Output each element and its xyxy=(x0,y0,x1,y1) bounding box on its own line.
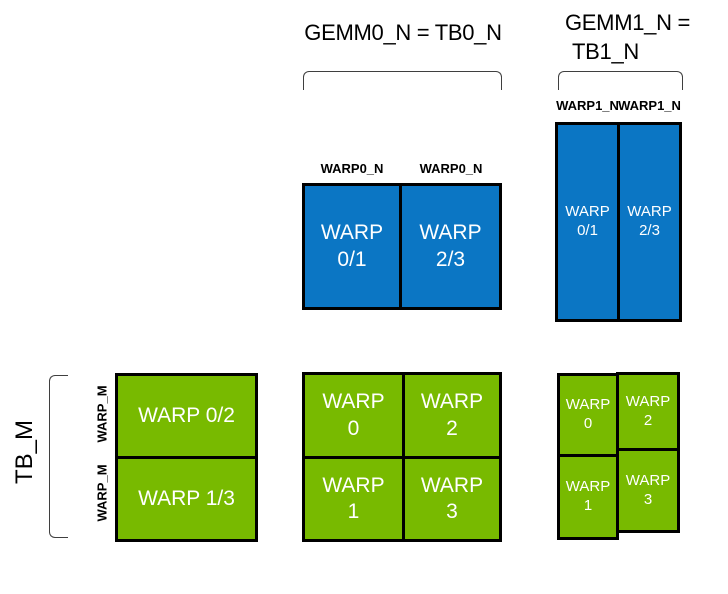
cell-gemm0-c-warp3: WARP 3 xyxy=(402,456,502,542)
gemm1-n-title-line1: GEMM1_N = xyxy=(565,10,691,35)
cell-text-line: 0 xyxy=(347,416,360,440)
cell-gemm1-c-warp0: WARP 0 xyxy=(557,373,619,457)
cell-text-line: WARP xyxy=(565,478,611,496)
cell-text-line: WARP xyxy=(322,473,385,497)
warp-m-label: WARP_M xyxy=(94,385,110,443)
cell-text-line: WARP xyxy=(320,221,384,245)
cell-gemm1-b-warp01: WARP 0/1 xyxy=(555,122,620,322)
cell-a-warp02: WARP 0/2 xyxy=(115,373,258,459)
cell-text-line: WARP xyxy=(565,203,610,221)
gemm0-n-bracket xyxy=(303,71,502,90)
cell-text-line: WARP xyxy=(565,396,611,414)
cell-text-line: WARP xyxy=(419,221,482,245)
cell-text-line: 2/3 xyxy=(639,222,660,239)
gemm1-n-title-line2: TB1_N xyxy=(572,39,639,64)
warp0-n-label: WARP0_N xyxy=(419,161,483,176)
cell-gemm0-c-warp1: WARP 1 xyxy=(302,456,405,542)
cell-text-line: WARP xyxy=(420,390,484,414)
cell-text-line: WARP 0/2 xyxy=(138,403,235,427)
cell-text-line: 0/1 xyxy=(337,247,367,271)
gemm1-n-bracket xyxy=(558,71,683,90)
cell-text-line: 3 xyxy=(643,490,653,508)
cell-text-line: 0/1 xyxy=(577,222,598,239)
cell-text-line: WARP xyxy=(625,392,671,410)
cell-text-line: 3 xyxy=(446,500,458,523)
cell-text-line: 1 xyxy=(347,500,360,523)
tb-m-label: TB_M xyxy=(11,419,38,485)
cell-gemm1-c-warp2: WARP 2 xyxy=(616,372,680,451)
cell-gemm1-b-warp23: WARP 2/3 xyxy=(617,122,682,322)
cell-gemm1-c-warp3: WARP 3 xyxy=(616,448,680,533)
cell-text-line: 1 xyxy=(583,497,593,514)
warp-m-label: WARP_M xyxy=(94,464,110,522)
warp1-n-label: WARP1_N xyxy=(618,98,681,113)
cell-gemm0-c-warp2: WARP 2 xyxy=(402,372,502,459)
cell-gemm0-b-warp23: WARP 2/3 xyxy=(399,183,502,310)
warp0-n-label: WARP0_N xyxy=(320,161,384,176)
cell-text-line: 0 xyxy=(583,415,593,432)
cell-text-line: WARP xyxy=(627,203,672,221)
cell-text-line: WARP 1/3 xyxy=(138,486,235,510)
cell-text-line: WARP xyxy=(322,390,385,414)
cell-gemm0-c-warp0: WARP 0 xyxy=(302,372,405,459)
cell-gemm1-c-warp1: WARP 1 xyxy=(557,454,619,540)
cell-text-line: 2 xyxy=(446,416,458,440)
tb-m-bracket xyxy=(49,375,68,538)
warp1-n-label: WARP1_N xyxy=(556,98,619,113)
cell-text-line: WARP xyxy=(625,471,671,489)
cell-text-line: 2 xyxy=(643,411,653,429)
cell-text-line: 2/3 xyxy=(435,247,466,271)
gemm0-n-title: GEMM0_N = TB0_N xyxy=(304,20,502,45)
gemm1-n-title: GEMM1_N = TB1_N xyxy=(565,8,690,66)
cell-text-line: WARP xyxy=(420,473,484,497)
cell-a-warp13: WARP 1/3 xyxy=(115,456,258,542)
cell-gemm0-b-warp01: WARP 0/1 xyxy=(302,183,402,310)
